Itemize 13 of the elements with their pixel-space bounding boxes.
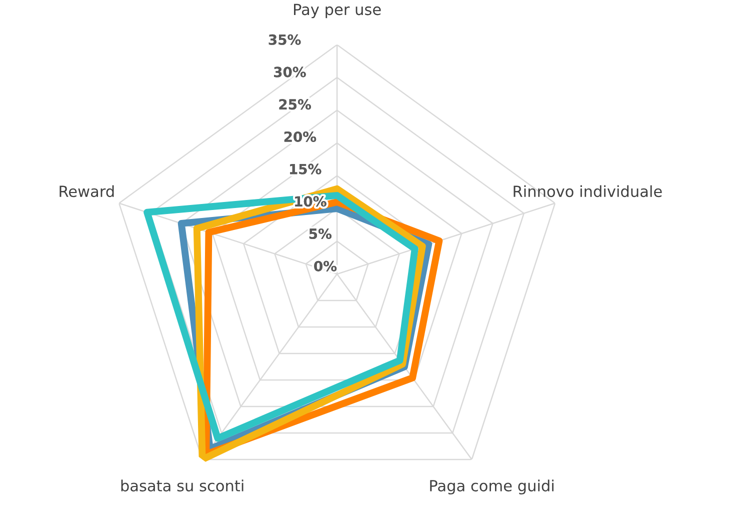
- spoke-label: Paga come guidi: [430, 480, 554, 494]
- spoke-label: Rinnovo individuale: [514, 185, 662, 198]
- spoke-label: Reward: [60, 185, 114, 198]
- spoke-label: Pay per use: [294, 4, 381, 18]
- y-tick-label: 5%: [309, 228, 332, 240]
- y-tick-label: 20%: [284, 131, 316, 142]
- y-tick-label: 0%: [314, 260, 337, 272]
- spoke-label: basata su sconti: [121, 480, 244, 492]
- y-tick-label: 35%: [268, 34, 301, 45]
- y-tick-label: 15%: [290, 164, 322, 174]
- y-tick-label: 25%: [279, 99, 311, 110]
- y-tick-label: 30%: [274, 66, 306, 78]
- y-tick-label: 10%: [295, 196, 326, 207]
